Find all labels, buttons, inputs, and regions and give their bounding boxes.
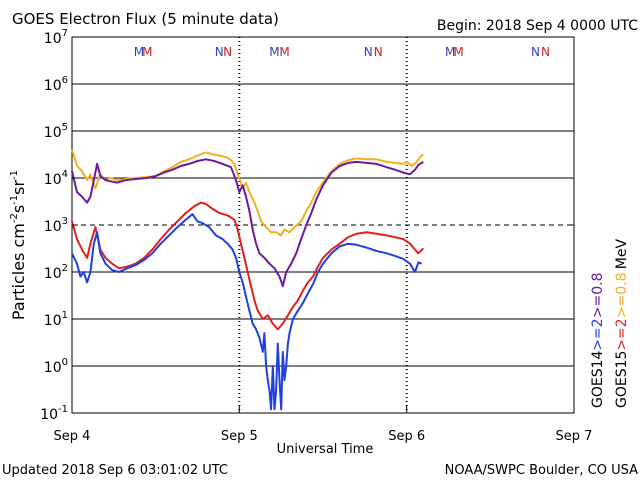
marker-n-goes14: N — [364, 45, 373, 59]
y-tick-label: 104 — [44, 169, 68, 188]
series-goes15_ge2 — [71, 201, 425, 331]
y-tick-label: 101 — [44, 310, 68, 329]
marker-m-goes15: M — [453, 45, 463, 59]
grid-lines — [72, 83, 574, 367]
x-tick-label: Sep 7 — [556, 429, 593, 444]
y-axis-label-exp1: -2 — [9, 213, 20, 223]
y-tick-label: 106 — [44, 75, 68, 94]
legend-item: GOES15 — [614, 351, 630, 408]
x-axis-ticks: Sep 4 Sep 5 Sep 6 Sep 7 — [54, 405, 593, 444]
marker-m-goes15: M — [279, 45, 289, 59]
x-tick-label: Sep 4 — [54, 429, 91, 444]
y-axis-label-mid2: sr — [9, 180, 28, 195]
spacecraft-markers: MM N N M M N N MM N N — [134, 45, 550, 59]
y-tick-label: 100 — [44, 357, 68, 376]
series-goes15_ge08 — [71, 149, 425, 237]
marker-m-goes14: M — [134, 45, 144, 59]
chart-title: GOES Electron Flux (5 minute data) — [12, 10, 279, 28]
marker-m-goes14: M — [445, 45, 455, 59]
marker-n-goes14: N — [531, 45, 540, 59]
y-tick-label: 103 — [44, 216, 68, 235]
y-axis-label-exp2: -1 — [9, 195, 20, 205]
y-axis-label: Particles cm-2s-1sr-1 — [9, 170, 28, 320]
x-tick-label: Sep 5 — [221, 429, 258, 444]
legend-goes15: GOES15>=2>=0.8 MeV — [614, 239, 630, 408]
day-boundary-ticks — [238, 37, 408, 413]
legend-item: MeV — [614, 239, 630, 270]
marker-n-goes15: N — [374, 45, 383, 59]
x-tick-label: Sep 6 — [388, 429, 425, 444]
series-goes14_ge08 — [71, 158, 424, 288]
series-lines — [71, 149, 425, 411]
marker-m-goes15: M — [142, 45, 152, 59]
legend-item: >=0.8 — [614, 272, 630, 318]
legend-item: >=0.8 — [590, 272, 606, 318]
y-axis-label-exp3: -1 — [9, 170, 20, 180]
marker-m-goes14: M — [269, 45, 279, 59]
y-tick-label: 107 — [44, 28, 68, 47]
marker-n-goes14: N — [215, 45, 224, 59]
legend-item: >=2 — [614, 318, 630, 350]
credit: NOAA/SWPC Boulder, CO USA — [445, 463, 638, 478]
marker-n-goes15: N — [541, 45, 550, 59]
series-goes14_ge2 — [71, 213, 423, 411]
legend-item: >=2 — [590, 318, 606, 350]
y-tick-label: 102 — [44, 263, 68, 282]
y-tick-label: 105 — [44, 122, 68, 141]
updated-timestamp: Updated 2018 Sep 6 03:01:02 UTC — [2, 463, 228, 478]
y-axis-label-base: Particles cm — [9, 223, 28, 320]
legend-goes14: GOES14>=2>=0.8 — [590, 272, 606, 408]
x-axis-label: Universal Time — [277, 442, 374, 457]
y-tick-label: 10-1 — [40, 404, 68, 423]
begin-time: Begin: 2018 Sep 4 0000 UTC — [437, 18, 638, 34]
y-axis-label-mid1: s — [9, 205, 28, 213]
y-axis-ticks: 107 106 105 104 103 102 101 100 10-1 — [40, 28, 574, 423]
legend-item: GOES14 — [590, 350, 606, 408]
marker-n-goes15: N — [223, 45, 232, 59]
